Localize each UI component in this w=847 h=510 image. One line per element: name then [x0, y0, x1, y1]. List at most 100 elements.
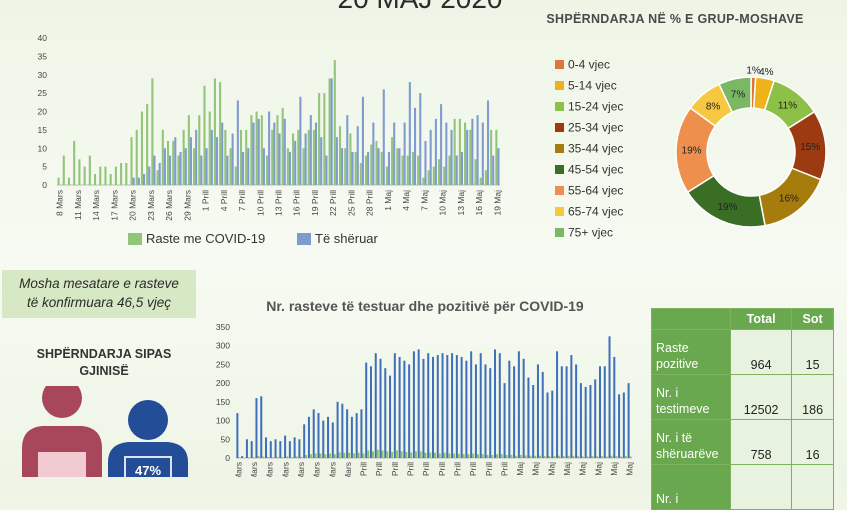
- gender-title-line-2: GJINISË: [14, 363, 194, 380]
- bar-cases: [78, 159, 80, 185]
- bar-cases: [318, 93, 320, 185]
- bar-tested: [255, 398, 257, 458]
- x-tick-label: Mars: [265, 462, 275, 477]
- bar-cases: [365, 156, 367, 185]
- bar-tested: [465, 361, 467, 458]
- legend-swatch-cases: [128, 233, 142, 245]
- bar-tested: [241, 456, 243, 458]
- bar-positive: [544, 456, 546, 458]
- x-tick-label: 29 Mars: [182, 190, 192, 221]
- bar-positive: [563, 456, 565, 458]
- bar-positive: [486, 455, 488, 458]
- bar-positive: [329, 454, 331, 458]
- stats-header-today: Sot: [792, 309, 834, 330]
- bar-recovered: [404, 123, 406, 185]
- bar-cases: [490, 130, 492, 185]
- bar-recovered: [133, 178, 135, 185]
- stats-row-label: Nr. i: [652, 465, 731, 510]
- female-figure-icon: [22, 386, 102, 477]
- bar-positive: [248, 457, 250, 458]
- bar-cases: [355, 152, 357, 185]
- bar-cases: [203, 86, 205, 185]
- bar-positive: [262, 457, 264, 458]
- bar-positive: [415, 451, 417, 458]
- bar-positive: [467, 454, 469, 458]
- x-tick-label: 7 Prill: [237, 190, 247, 211]
- bar-cases: [261, 115, 263, 185]
- gender-title-line-1: SHPËRNDARJA SIPAS: [14, 346, 194, 363]
- bar-positive: [286, 457, 288, 458]
- bar-recovered: [174, 137, 176, 185]
- bar-cases: [89, 156, 91, 185]
- legend-label: 45-54 vjec: [568, 163, 623, 177]
- x-tick-label: Mars: [327, 462, 337, 477]
- bar-recovered: [252, 123, 254, 185]
- y-tick-label: 15: [38, 125, 48, 135]
- x-tick-label: 22 Prill: [328, 190, 338, 216]
- bar-positive: [324, 454, 326, 458]
- bar-tested: [365, 363, 367, 458]
- bar-positive: [353, 454, 355, 458]
- bar-positive: [596, 456, 598, 458]
- bar-tested: [341, 404, 343, 458]
- bar-recovered: [419, 93, 421, 185]
- bar-cases: [417, 156, 419, 185]
- stats-table-header-row: Total Sot: [652, 309, 834, 330]
- bar-cases: [63, 156, 65, 185]
- legend-label-cases: Raste me COVID-19: [146, 231, 265, 246]
- bar-recovered: [148, 167, 150, 185]
- bar-cases: [271, 130, 273, 185]
- bar-tested: [384, 368, 386, 458]
- bar-positive: [424, 453, 426, 458]
- bar-tested: [389, 376, 391, 458]
- bar-cases: [401, 156, 403, 185]
- bar-tested: [451, 353, 453, 458]
- x-tick-label: 25 Prill: [346, 190, 356, 216]
- bar-tested: [360, 409, 362, 458]
- bar-positive: [339, 452, 341, 458]
- bar-positive: [391, 452, 393, 458]
- stats-row-partial: Nr. i: [652, 465, 834, 510]
- bar-tested: [356, 413, 358, 458]
- bar-positive: [362, 454, 364, 458]
- bar-cases: [162, 130, 164, 185]
- bar-cases: [73, 141, 75, 185]
- y-tick-label: 250: [216, 359, 230, 369]
- bar-tested: [456, 355, 458, 458]
- bar-cases: [485, 170, 487, 185]
- bar-cases: [58, 178, 60, 185]
- bar-recovered: [190, 137, 192, 185]
- bar-tested: [294, 437, 296, 458]
- bar-recovered: [169, 156, 171, 185]
- bar-cases: [360, 163, 362, 185]
- legend-swatch: [555, 165, 564, 174]
- bar-recovered: [362, 97, 364, 185]
- x-tick-label: Mars: [280, 462, 290, 477]
- bar-tested: [527, 378, 529, 458]
- bar-recovered: [211, 130, 213, 185]
- bar-tested: [475, 364, 477, 458]
- bar-tested: [532, 385, 534, 458]
- bar-recovered: [378, 148, 380, 185]
- stats-today-tests: 186: [792, 375, 834, 420]
- bar-tested: [585, 387, 587, 458]
- bar-recovered: [247, 148, 249, 185]
- bar-tested: [298, 439, 300, 458]
- bar-cases: [276, 115, 278, 185]
- bar-cases: [120, 163, 122, 185]
- bar-cases: [230, 148, 232, 185]
- bar-positive: [253, 457, 255, 458]
- stats-today-partial: [792, 465, 834, 510]
- bar-positive: [568, 456, 570, 458]
- bar-positive: [591, 456, 593, 458]
- bar-cases: [235, 167, 237, 185]
- bar-cases: [407, 156, 409, 185]
- bar-tested: [494, 349, 496, 458]
- bar-tested: [251, 441, 253, 458]
- bar-positive: [577, 456, 579, 458]
- bar-tested: [346, 409, 348, 458]
- bar-cases: [329, 78, 331, 185]
- bar-positive: [482, 454, 484, 458]
